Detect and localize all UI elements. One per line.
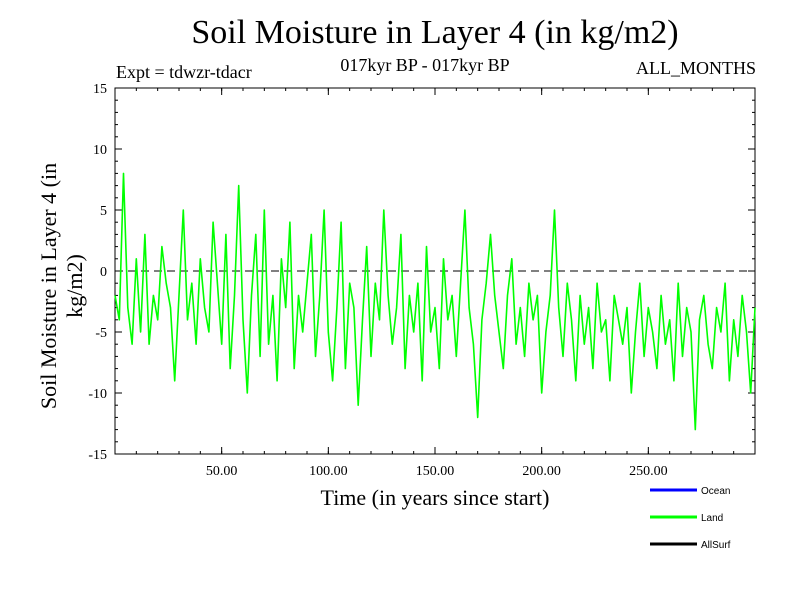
legend-label-ocean: Ocean <box>701 486 730 497</box>
legend-label-allsurf: AllSurf <box>701 540 731 551</box>
y-tick-label: -10 <box>88 387 107 402</box>
x-tick-label: 250.00 <box>629 464 668 479</box>
y-tick-label: 5 <box>100 204 107 219</box>
x-tick-label: 100.00 <box>309 464 348 479</box>
x-tick-label: 200.00 <box>522 464 561 479</box>
months-label: ALL_MONTHS <box>636 58 756 78</box>
experiment-label: Expt = tdwzr-tdacr <box>116 62 252 82</box>
legend-label-land: Land <box>701 513 723 524</box>
chart-subtitle: 017kyr BP - 017kyr BP <box>340 55 510 75</box>
y-tick-label: -5 <box>95 326 107 341</box>
series-line-land <box>114 172 756 431</box>
y-tick-label: 0 <box>100 265 107 280</box>
chart-title: Soil Moisture in Layer 4 (in kg/m2) <box>191 14 679 51</box>
x-tick-label: 50.00 <box>206 464 238 479</box>
x-tick-label: 150.00 <box>416 464 455 479</box>
y-tick-label: 10 <box>93 143 107 158</box>
y-tick-label: 15 <box>93 82 107 97</box>
x-axis-label: Time (in years since start) <box>320 485 550 510</box>
y-tick-label: -15 <box>88 448 107 463</box>
